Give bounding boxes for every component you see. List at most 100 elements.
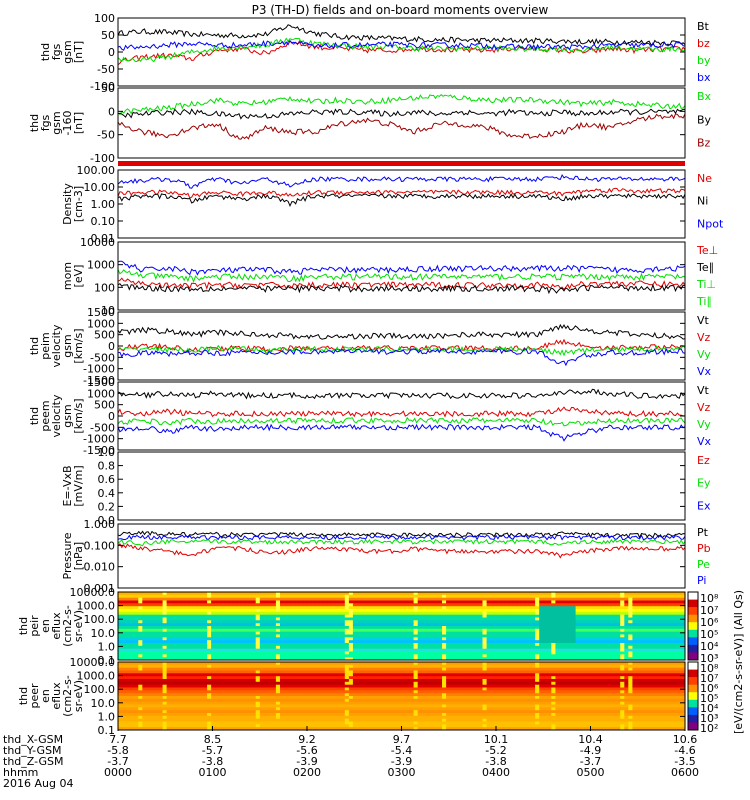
spectrogram-cell — [158, 664, 163, 668]
spectrogram-cell — [348, 679, 354, 683]
spectrogram-cell — [211, 679, 216, 683]
spectrogram-cell — [194, 640, 200, 644]
spectrogram-cell — [381, 664, 386, 668]
spectrogram-cell — [231, 617, 236, 621]
spectrogram-cell — [616, 640, 621, 644]
spectrogram-cell — [506, 606, 512, 610]
spectrogram-cell — [417, 620, 423, 624]
spectrogram-cell — [182, 670, 188, 674]
spectrogram-cell — [567, 628, 572, 632]
spectrogram-cell — [680, 643, 686, 647]
spectrogram-cell — [470, 643, 475, 647]
spectrogram-cell — [138, 662, 143, 666]
spectrogram-cell — [442, 684, 447, 688]
spectrogram-cell — [304, 592, 309, 596]
spectrogram-cell — [437, 626, 443, 630]
spectrogram-cell — [523, 631, 528, 635]
spectrogram-cell — [458, 626, 463, 630]
spectrogram-cell — [466, 626, 471, 630]
spectrogram-cell — [567, 637, 572, 641]
spectrogram-cell — [600, 597, 605, 601]
spectrogram-cell — [486, 670, 492, 674]
spectrogram-cell — [296, 600, 301, 604]
spectrogram-cell — [579, 603, 585, 607]
spectrogram-cell — [595, 634, 601, 638]
spectrogram-cell — [142, 681, 147, 685]
spectrogram-cell — [300, 681, 305, 685]
spectrogram-cell — [413, 609, 419, 613]
spectrogram-cell — [154, 609, 159, 613]
spectrogram-cell — [591, 597, 597, 601]
spectrogram-cell — [401, 662, 406, 666]
y-tick-label: 0 — [108, 410, 115, 423]
spectrogram-cell — [211, 603, 216, 607]
spectrogram-cell — [146, 620, 151, 624]
spectrogram-cell — [361, 606, 366, 610]
colorbar-tick-label: 10⁵ — [700, 628, 718, 641]
spectrogram-cell — [458, 670, 463, 674]
spectrogram-cell — [450, 654, 455, 658]
spectrogram-cell — [600, 609, 605, 613]
spectrogram-cell — [547, 637, 552, 641]
spectrogram-cell — [340, 687, 346, 691]
spectrogram-cell — [527, 676, 532, 680]
spectrogram-cell — [328, 600, 334, 604]
spectrogram-cell — [275, 648, 281, 652]
spectrogram-cell — [219, 643, 224, 647]
spectrogram-cell — [624, 620, 629, 624]
spectrogram-cell — [401, 600, 406, 604]
spectrogram-cell — [466, 651, 471, 655]
spectrogram-cell — [308, 637, 313, 641]
series-Pi — [117, 534, 686, 541]
spectrogram-cell — [259, 631, 265, 635]
spectrogram-cell — [482, 623, 487, 627]
spectrogram-cell — [352, 626, 358, 630]
spectrogram-cell — [118, 651, 123, 655]
spectrogram-cell — [527, 597, 532, 601]
spectrogram-cell — [478, 657, 483, 661]
spectrogram-cell — [312, 597, 317, 601]
spectrogram-cell — [664, 657, 670, 661]
spectrogram-cell — [514, 662, 520, 666]
spectrogram-cell — [405, 597, 411, 601]
spectrogram-cell — [385, 676, 390, 680]
spectrogram-cell — [680, 670, 686, 674]
spectrogram-cell — [389, 676, 394, 680]
spectrogram-cell — [336, 637, 342, 641]
spectrogram-cell — [316, 606, 321, 610]
spectrogram-cell — [632, 606, 637, 610]
spectrogram-cell — [126, 664, 131, 668]
spectrogram-cell — [300, 606, 305, 610]
spectrogram-cell — [608, 664, 613, 668]
spectrogram-cell — [365, 594, 370, 598]
spectrogram-cell — [644, 592, 649, 596]
spectrogram-cell — [369, 611, 374, 615]
spectrogram-cell — [672, 648, 678, 652]
spectrogram-cell — [543, 645, 548, 649]
spectrogram-cell — [519, 684, 524, 688]
spectrogram-cell — [118, 606, 123, 610]
spectrogram-cell — [288, 648, 293, 652]
spectrogram-cell — [575, 679, 581, 683]
spectrogram-cell — [624, 623, 629, 627]
spectrogram-cell — [207, 676, 212, 680]
spectrogram-cell — [664, 648, 670, 652]
spectrogram-cell — [324, 606, 329, 610]
spectrogram-cell — [433, 597, 439, 601]
spectrogram-cell — [612, 611, 617, 615]
spectrogram-cell — [535, 645, 540, 649]
spectrogram-cell — [656, 600, 662, 604]
spectrogram-cell — [421, 620, 427, 624]
spectrogram-cell — [620, 640, 625, 644]
spectrogram-cell — [563, 628, 568, 632]
spectrogram-cell — [454, 609, 459, 613]
spectrogram-cell — [510, 648, 516, 652]
spectrogram-cell — [628, 606, 633, 610]
spectrogram-cell — [591, 606, 597, 610]
spectrogram-cell — [211, 673, 216, 677]
spectrogram-cell — [648, 597, 653, 601]
spectrogram-cell — [211, 609, 216, 613]
spectrogram-cell — [259, 687, 265, 691]
y-tick-label: 0.10 — [91, 215, 116, 228]
